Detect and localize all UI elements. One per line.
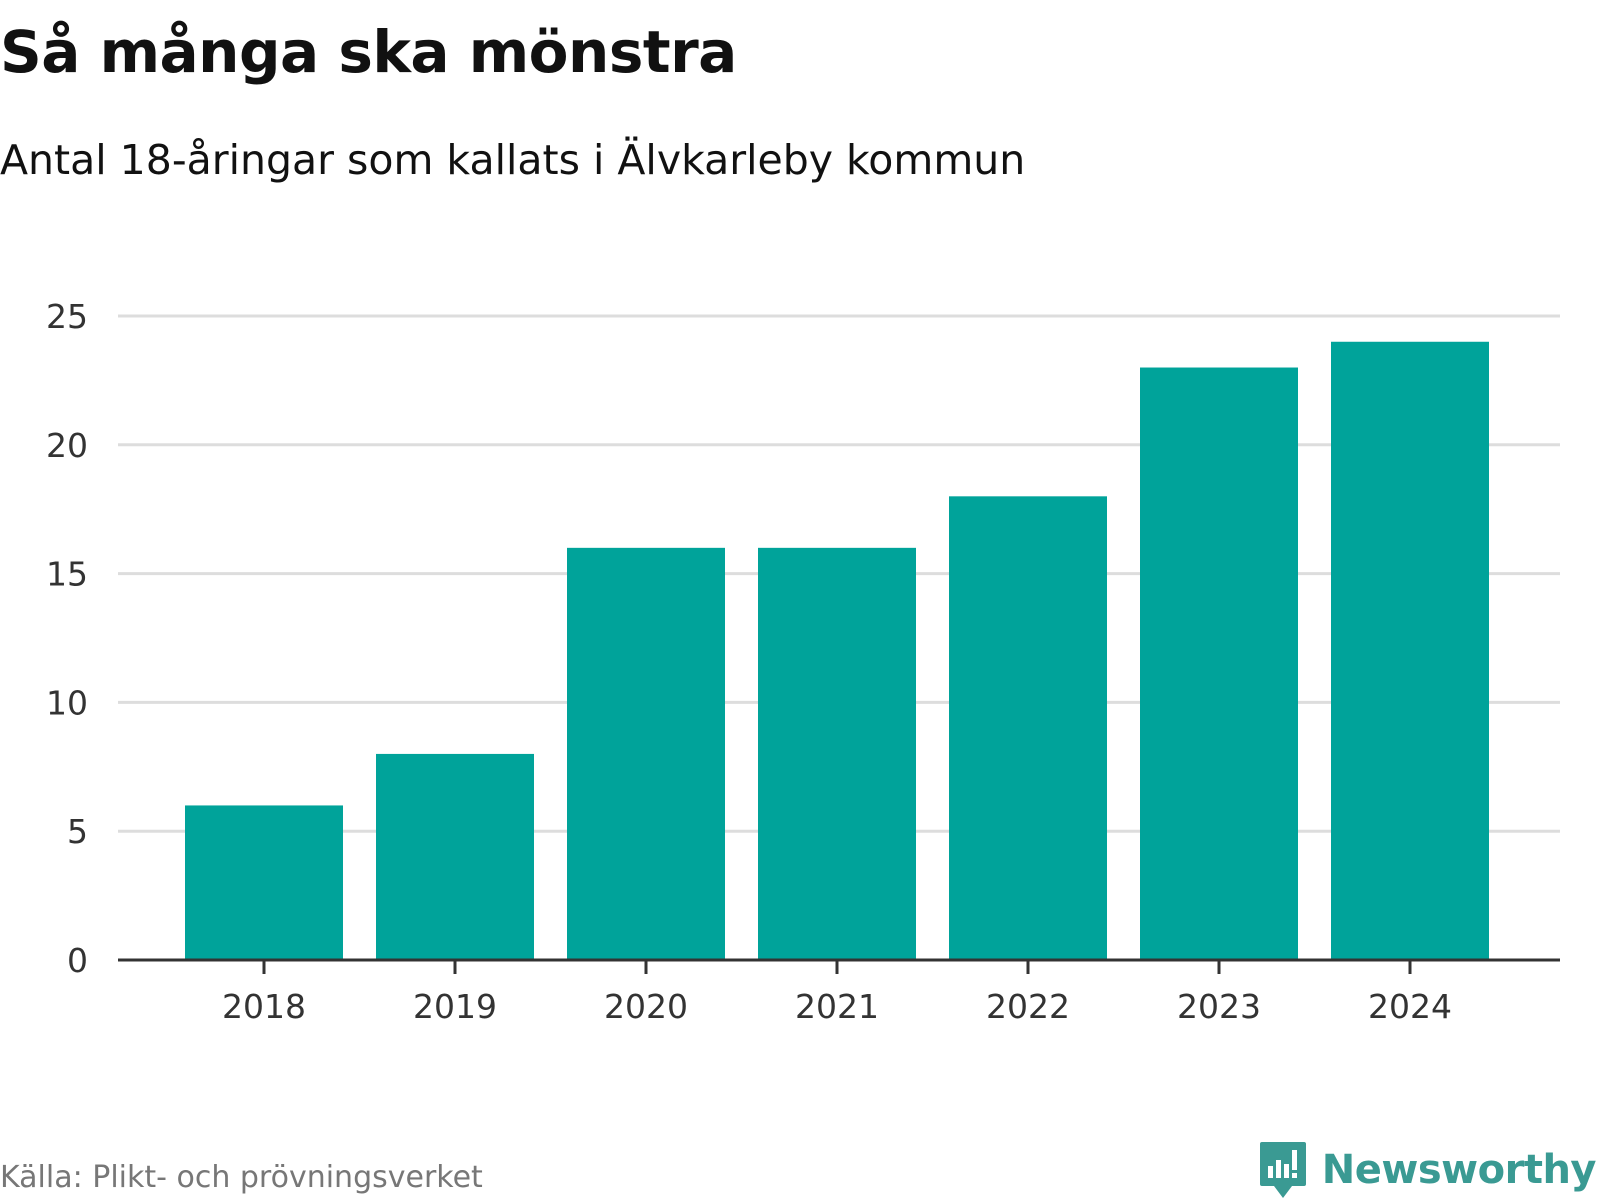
y-tick-label: 10 xyxy=(46,683,88,722)
x-tick-label: 2018 xyxy=(222,987,306,1026)
y-tick-label: 20 xyxy=(46,426,88,465)
y-tick-label: 0 xyxy=(67,941,88,980)
x-tick-label: 2022 xyxy=(986,987,1070,1026)
source-note: Källa: Plikt- och prövningsverket xyxy=(0,1160,483,1195)
bar-2018 xyxy=(185,805,343,960)
y-tick-label: 5 xyxy=(67,812,88,851)
x-tick-label: 2021 xyxy=(795,987,879,1026)
bar-chart: 0 5 10 15 20 25 2018 2019 2020 2021 2022 2023 2024 xyxy=(46,297,1560,1026)
chart-subtitle: Antal 18-åringar som kallats i Älvkarleb… xyxy=(0,136,1026,184)
brand-logo: Newsworthy xyxy=(1258,1140,1597,1200)
x-tick-label: 2020 xyxy=(604,987,688,1026)
bar-2022 xyxy=(949,496,1107,960)
x-tick-label: 2023 xyxy=(1177,987,1261,1026)
x-axis-tick-labels: 2018 2019 2020 2021 2022 2023 2024 xyxy=(222,987,1452,1026)
bar-2024 xyxy=(1331,341,1489,960)
y-axis-tick-labels: 0 5 10 15 20 25 xyxy=(46,297,88,980)
y-tick-label: 25 xyxy=(46,297,88,336)
x-axis xyxy=(118,958,1560,974)
bars xyxy=(185,341,1489,960)
bar-2021 xyxy=(758,547,916,960)
bar-2020 xyxy=(567,547,725,960)
chart-speech-bubble-icon xyxy=(1259,1142,1306,1198)
bar-2023 xyxy=(1140,367,1298,960)
y-tick-label: 15 xyxy=(46,555,88,594)
x-tick-label: 2024 xyxy=(1368,987,1452,1026)
x-tick-label: 2019 xyxy=(413,987,497,1026)
bar-2019 xyxy=(376,753,534,960)
chart-title: Så många ska mönstra xyxy=(0,18,737,86)
brand-name: Newsworthy xyxy=(1321,1147,1597,1193)
